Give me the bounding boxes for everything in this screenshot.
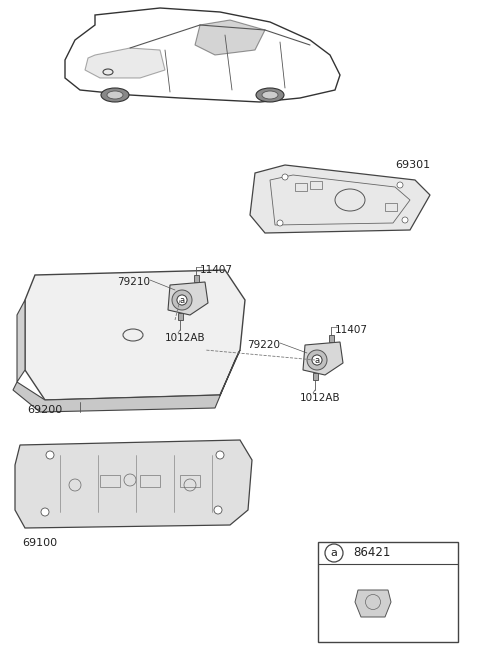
- Circle shape: [312, 355, 322, 365]
- Circle shape: [282, 174, 288, 180]
- Polygon shape: [17, 300, 25, 382]
- Circle shape: [177, 295, 187, 305]
- Bar: [313, 373, 318, 380]
- Polygon shape: [195, 20, 265, 55]
- Polygon shape: [168, 282, 208, 315]
- Polygon shape: [250, 165, 430, 233]
- Bar: [194, 275, 199, 282]
- Bar: [100, 475, 120, 487]
- Text: 69100: 69100: [22, 538, 57, 548]
- Text: 79210: 79210: [117, 277, 150, 287]
- Text: a: a: [314, 355, 320, 365]
- Circle shape: [325, 544, 343, 562]
- Ellipse shape: [107, 91, 123, 99]
- Circle shape: [214, 506, 222, 514]
- Bar: [295, 183, 307, 191]
- Polygon shape: [13, 350, 240, 412]
- Text: 86421: 86421: [353, 546, 390, 560]
- Text: 69200: 69200: [27, 405, 62, 415]
- Text: 79220: 79220: [247, 340, 280, 350]
- Bar: [385, 203, 397, 211]
- Polygon shape: [25, 270, 245, 400]
- Text: 11407: 11407: [200, 265, 233, 275]
- Bar: [180, 475, 200, 487]
- Ellipse shape: [262, 91, 278, 99]
- Circle shape: [277, 220, 283, 226]
- Circle shape: [46, 451, 54, 459]
- Circle shape: [172, 290, 192, 310]
- Circle shape: [216, 451, 224, 459]
- Polygon shape: [355, 590, 391, 617]
- Ellipse shape: [101, 88, 129, 102]
- Text: 1012AB: 1012AB: [165, 333, 205, 343]
- Circle shape: [312, 355, 322, 365]
- Circle shape: [177, 295, 187, 305]
- Circle shape: [307, 350, 327, 370]
- Polygon shape: [15, 440, 252, 528]
- Polygon shape: [303, 342, 343, 375]
- Text: 1012AB: 1012AB: [300, 393, 341, 403]
- Circle shape: [397, 182, 403, 188]
- Bar: [178, 313, 183, 320]
- Text: 11407: 11407: [335, 325, 368, 335]
- Text: a: a: [331, 548, 337, 558]
- Polygon shape: [85, 48, 165, 78]
- Bar: [329, 335, 334, 342]
- Circle shape: [41, 508, 49, 516]
- Text: 69301: 69301: [395, 160, 430, 170]
- Bar: [318, 542, 458, 642]
- Bar: [310, 181, 322, 189]
- Bar: [140, 475, 160, 487]
- Ellipse shape: [256, 88, 284, 102]
- Circle shape: [402, 217, 408, 223]
- Text: a: a: [180, 295, 185, 305]
